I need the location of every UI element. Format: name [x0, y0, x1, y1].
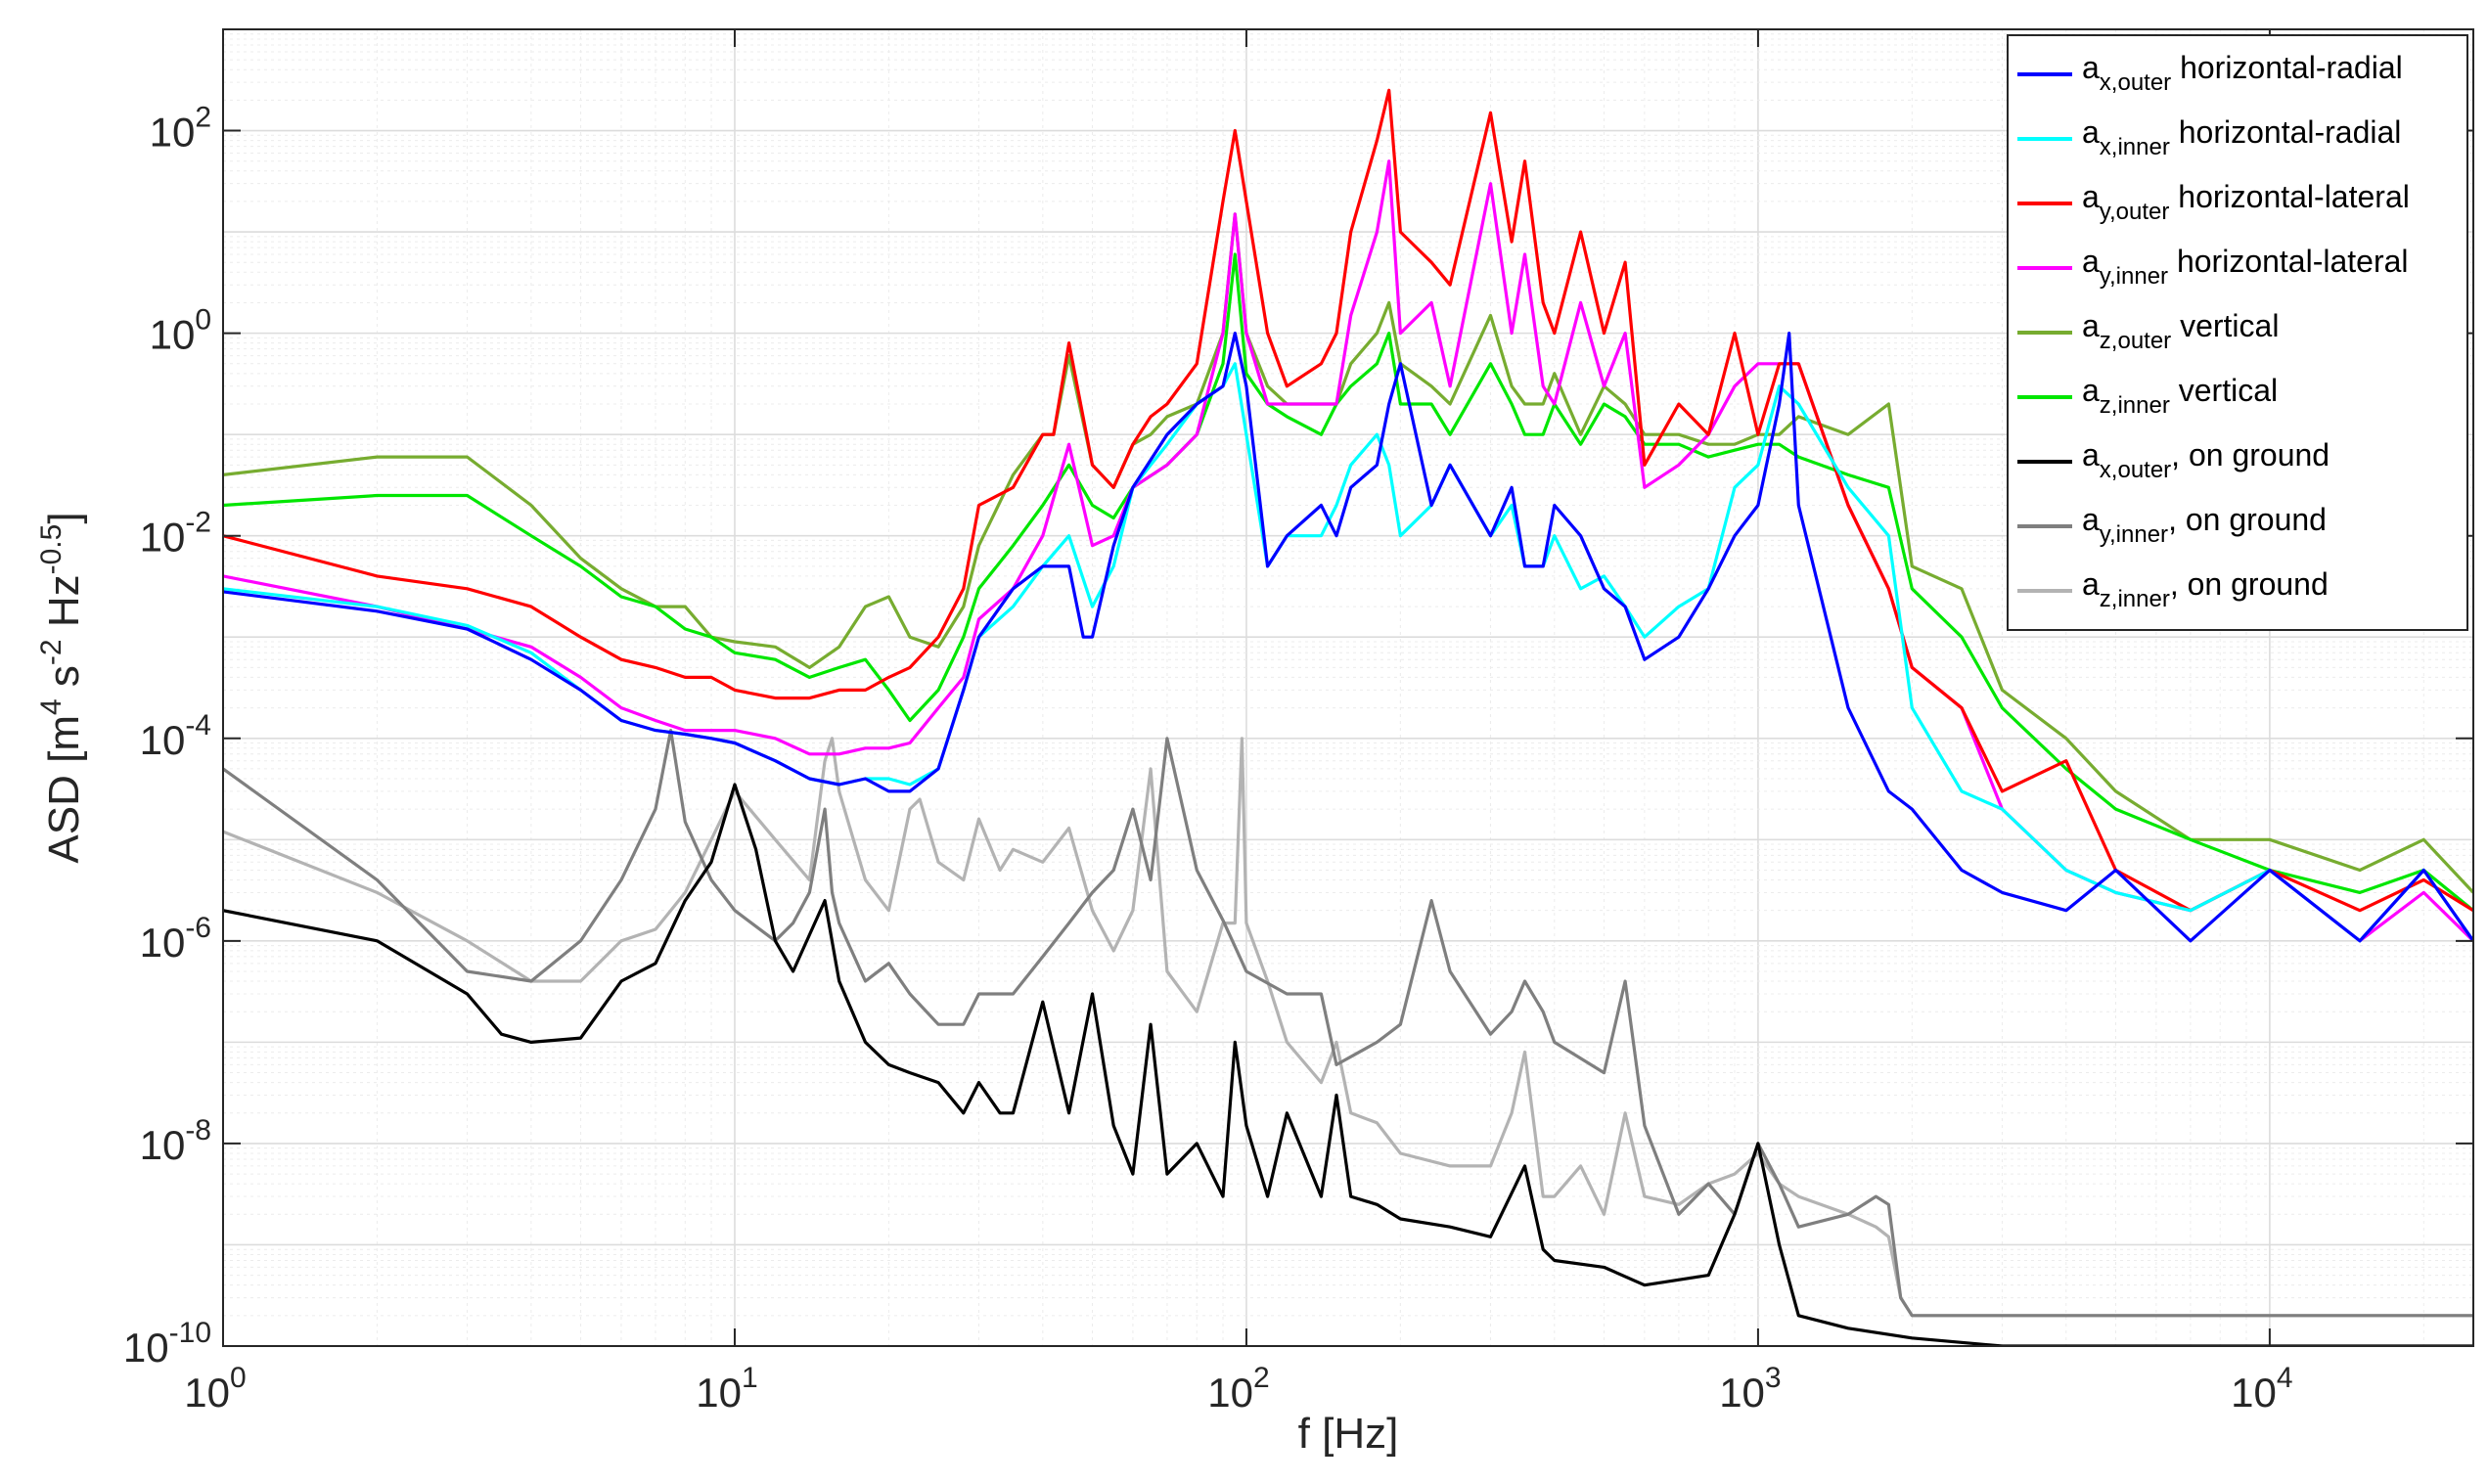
legend: ax,outer horizontal-radial ax,inner horiz…	[2007, 34, 2468, 631]
legend-entry: ay,outer horizontal-lateral	[2082, 179, 2410, 225]
plot-frame	[222, 28, 2474, 1347]
series-line-1	[223, 729, 2473, 1318]
legend-entry: ax,outer, on ground	[2082, 437, 2330, 483]
legend-entry: ax,inner horizontal-radial	[2082, 114, 2401, 160]
y-tick-label: 10-8	[140, 1114, 211, 1168]
x-tick-label: 100	[184, 1362, 246, 1416]
legend-entry: az,inner vertical	[2082, 373, 2278, 419]
y-tick-label: 10-4	[140, 709, 211, 763]
y-tick-labels: 10-10 10-8 10-6 10-4 10-2 100 102	[123, 102, 211, 1371]
y-tick-label: 10-6	[140, 912, 211, 966]
series-line-2	[223, 783, 2473, 1346]
x-tick-label: 102	[1207, 1362, 1269, 1416]
series-line-8	[223, 332, 2473, 943]
y-axis-label: ASD [m4 s-2 Hz-0.5]	[35, 512, 88, 863]
x-tick-labels: 100 101 102 103 104	[184, 1362, 2292, 1416]
series-layer	[223, 88, 2473, 1346]
y-tick-label: 100	[150, 304, 211, 358]
x-tick-label: 104	[2231, 1362, 2292, 1416]
x-tick-label: 101	[696, 1362, 757, 1416]
legend-box	[2007, 34, 2468, 631]
legend-entry: az,outer vertical	[2082, 308, 2279, 354]
legend-entry: ax,outer horizontal-radial	[2082, 50, 2403, 96]
y-tick-label: 10-10	[123, 1317, 211, 1371]
series-line-0	[223, 737, 2473, 1318]
legend-entry: ay,inner horizontal-lateral	[2082, 244, 2409, 290]
y-tick-label: 102	[150, 102, 211, 156]
x-tick-label: 103	[1719, 1362, 1781, 1416]
x-axis-label: f [Hz]	[1298, 1410, 1399, 1458]
legend-entry: ay,inner, on ground	[2082, 502, 2327, 548]
legend-entry: az,inner, on ground	[2082, 566, 2329, 612]
y-tick-label: 10-2	[140, 507, 211, 561]
